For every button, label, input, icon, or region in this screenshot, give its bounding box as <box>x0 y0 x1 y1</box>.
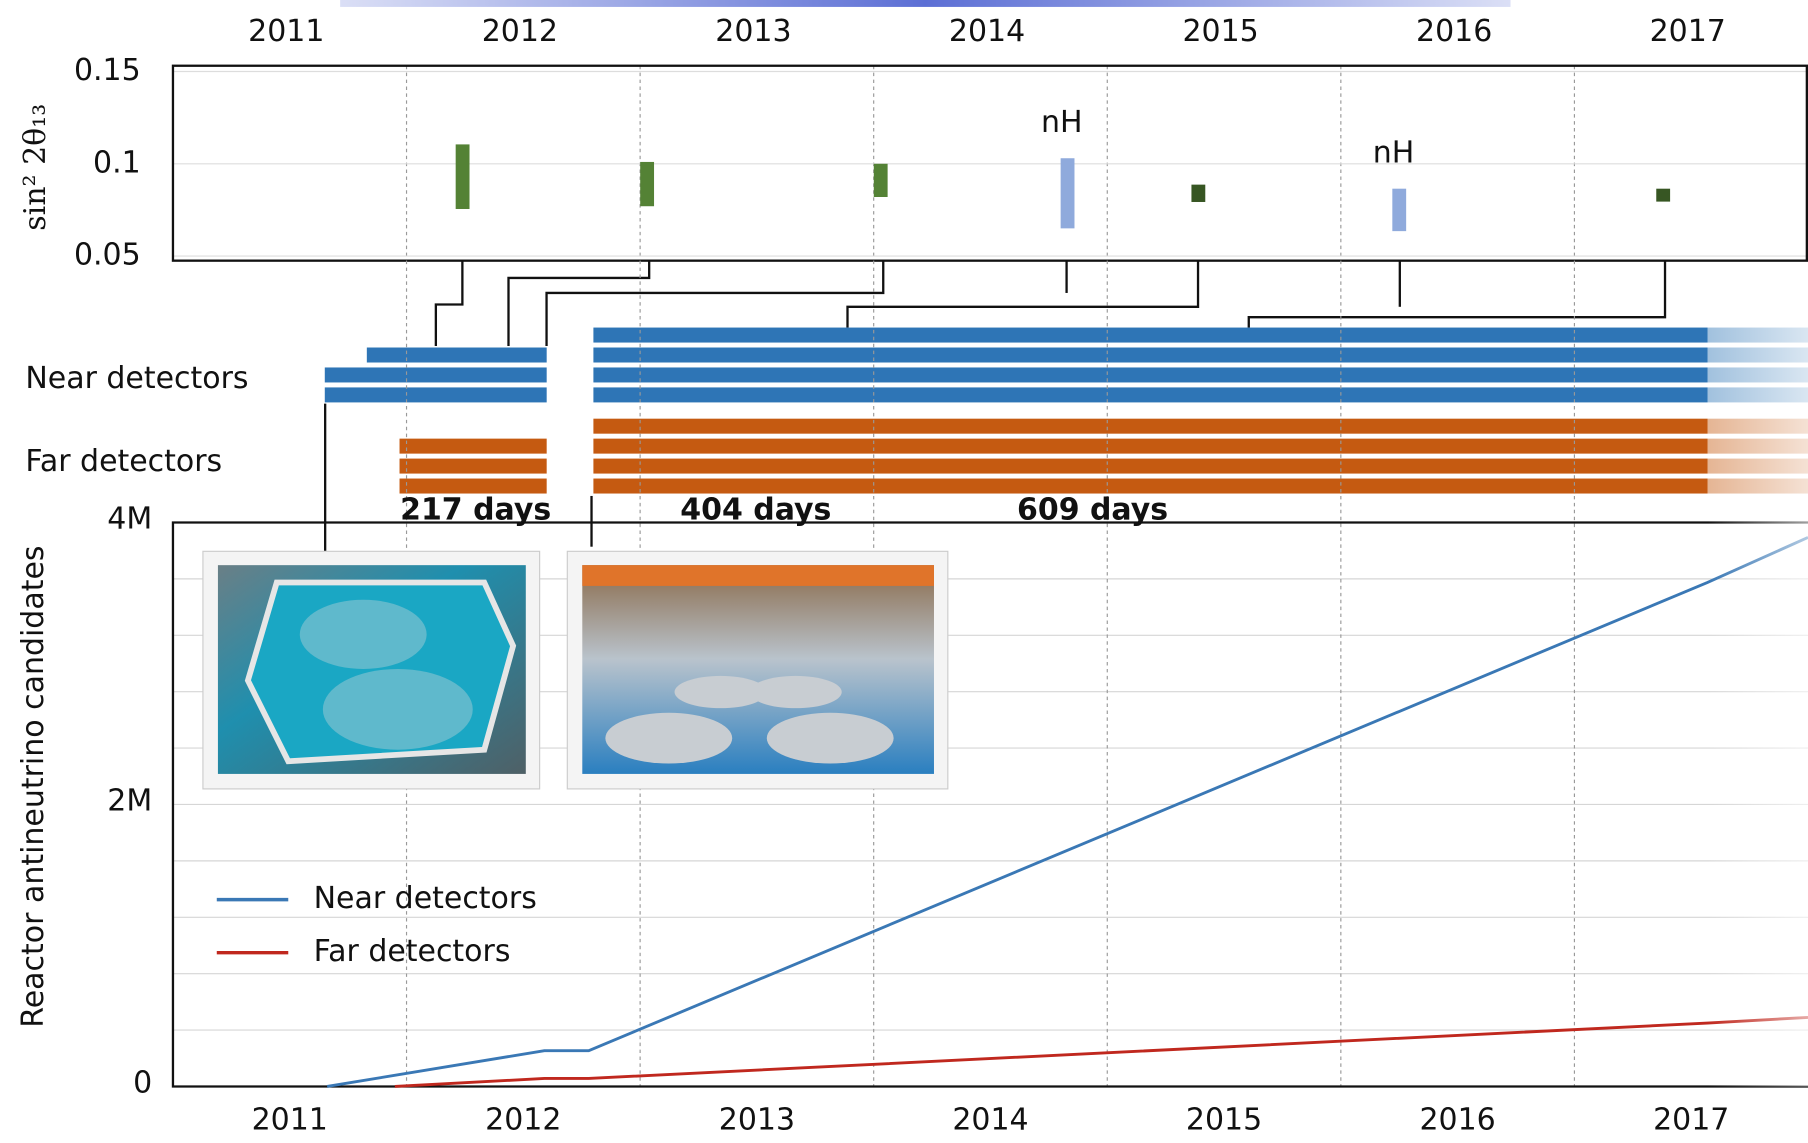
interval-bar <box>640 161 655 207</box>
connector <box>846 260 1200 328</box>
x-tick-label: 2012 <box>485 1103 561 1138</box>
annotation: nH <box>1373 136 1415 171</box>
y-axis-label: sin² 2θ₁₃ <box>18 104 53 231</box>
detector-bar <box>593 387 1708 403</box>
y-tick-label: 0.15 <box>74 53 141 88</box>
photo-detail <box>749 675 842 709</box>
x-tick-label: 2011 <box>248 14 324 49</box>
decor-brush <box>340 0 1511 7</box>
interval-bar <box>1392 188 1407 232</box>
photo-detail <box>766 712 894 764</box>
y-axis-label: Reactor antineutrino candidates <box>16 545 51 1027</box>
overlays: 217 days 404 days 609 days Near detectors Fa… <box>216 322 1808 1087</box>
x-tick-label: 2013 <box>715 14 791 49</box>
x-tick-label: 2015 <box>1182 14 1258 49</box>
photos <box>202 550 949 790</box>
detector-bar <box>593 418 1708 434</box>
interval-bar <box>455 144 470 209</box>
connector <box>434 260 464 347</box>
connectors <box>324 260 1667 554</box>
detector-bar <box>593 347 1708 363</box>
row-label: Near detectors <box>25 361 248 396</box>
connector <box>545 260 885 347</box>
legend-label: Far detectors <box>314 934 511 969</box>
y-tick-label: 0.1 <box>93 145 141 180</box>
x-tick-label: 2016 <box>1419 1103 1495 1138</box>
interval-bar <box>873 163 888 197</box>
y-tick-label: 0 <box>133 1066 152 1101</box>
y-tick-label: 0.05 <box>74 238 141 273</box>
x-tick-label: 2017 <box>1653 1103 1729 1138</box>
photo-detail <box>605 712 733 764</box>
detector-bar <box>366 347 547 363</box>
connector <box>507 260 651 347</box>
data-line <box>326 536 1808 1088</box>
photo-detail <box>299 599 427 669</box>
x-tick-label: 2013 <box>719 1103 795 1138</box>
axis-frame <box>171 521 1808 1088</box>
days-label: 217 days <box>400 492 551 527</box>
annotation: nH <box>1041 105 1083 140</box>
days-label: 404 days <box>680 492 831 527</box>
detector-bar <box>399 478 547 494</box>
detector-bar <box>399 458 547 474</box>
layers: 0.05 0.1 0.15 2011 2012 2013 2014 2015 2016 2017 s… <box>16 14 1808 1138</box>
days-label: 609 days <box>1017 492 1168 527</box>
projection-fade <box>1707 322 1808 1087</box>
x-tick-label: 2014 <box>949 14 1025 49</box>
legend-label: Near detectors <box>314 881 537 916</box>
y-tick-label: 4M <box>107 502 152 537</box>
x-tick-label: 2017 <box>1650 14 1726 49</box>
x-tick-label: 2016 <box>1416 14 1492 49</box>
x-tick-label: 2015 <box>1186 1103 1262 1138</box>
x-tick-label: 2011 <box>252 1103 328 1138</box>
x-tick-label: 2014 <box>952 1103 1028 1138</box>
data-line <box>394 1015 1808 1088</box>
detector-bar <box>324 387 547 403</box>
photo-detail <box>674 675 767 709</box>
detector-bar <box>593 458 1708 474</box>
photo-detail <box>582 565 934 586</box>
x-tick-label: 2012 <box>482 14 558 49</box>
interval-bar <box>1060 158 1075 229</box>
plot-frame <box>171 64 1808 262</box>
detector-bar <box>593 478 1708 494</box>
y-tick-label: 2M <box>107 784 152 819</box>
detector-bar <box>593 438 1708 454</box>
row-label: Far detectors <box>25 444 222 479</box>
connector <box>1247 260 1667 328</box>
detector-bar <box>324 367 547 383</box>
interval-bar <box>1656 188 1671 202</box>
photo-detail <box>322 668 473 750</box>
interval-bar <box>1191 184 1206 202</box>
detector-bar <box>399 438 547 454</box>
detector-bar <box>593 327 1708 343</box>
detector-bar <box>593 367 1708 383</box>
